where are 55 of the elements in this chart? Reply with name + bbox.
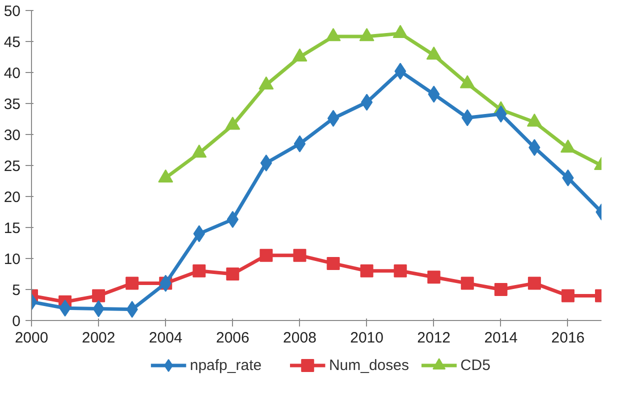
point [394,264,407,278]
x-tick-label: 2002 [82,330,116,346]
x-tick-label: 2006 [216,330,250,346]
point [260,248,273,262]
point [326,28,341,42]
y-tick-label: 0 [12,313,20,330]
y-tick-label: 15 [4,220,21,237]
point [192,144,207,158]
y-tick-label: 50 [4,3,21,20]
point [226,210,239,228]
y-tick-label: 45 [4,34,21,51]
point [360,94,373,111]
x-tick-label: 2012 [417,330,451,346]
y-tick-label: 35 [4,96,21,113]
x-tick-label: 2004 [148,330,182,346]
point [158,169,174,182]
point [192,264,206,278]
point [359,28,374,42]
point [528,276,541,290]
x-tick-label: 2014 [484,330,518,346]
point [292,48,308,62]
y-tick-label: 5 [12,282,20,299]
y-tick-label: 10 [4,251,21,268]
point [560,140,576,153]
legend-label: Num_doses [328,357,409,374]
point [426,46,442,60]
legend-label: npafp_rate [190,357,262,374]
point [293,248,306,262]
point [392,24,408,38]
point [360,264,374,278]
point [394,62,406,80]
point [260,154,272,172]
point [226,268,240,280]
x-tick-label: 2008 [283,330,316,346]
point [225,116,240,130]
point [326,256,340,270]
legend-label: CD5 [460,357,490,374]
point [294,135,306,152]
y-tick-label: 20 [4,189,21,206]
y-tick-label: 30 [4,127,21,144]
point [327,110,340,127]
x-tick-label: 2000 [14,330,48,346]
point [526,114,542,127]
point [460,276,474,290]
point [92,289,106,302]
x-tick-label: 2016 [551,330,585,346]
point [427,270,440,284]
y-tick-label: 25 [4,158,21,175]
point [460,75,475,88]
x-tick-label: 2010 [350,330,384,346]
point [561,289,574,302]
point [258,76,274,90]
y-tick-label: 40 [4,65,21,82]
point [126,276,139,290]
point [494,283,508,296]
